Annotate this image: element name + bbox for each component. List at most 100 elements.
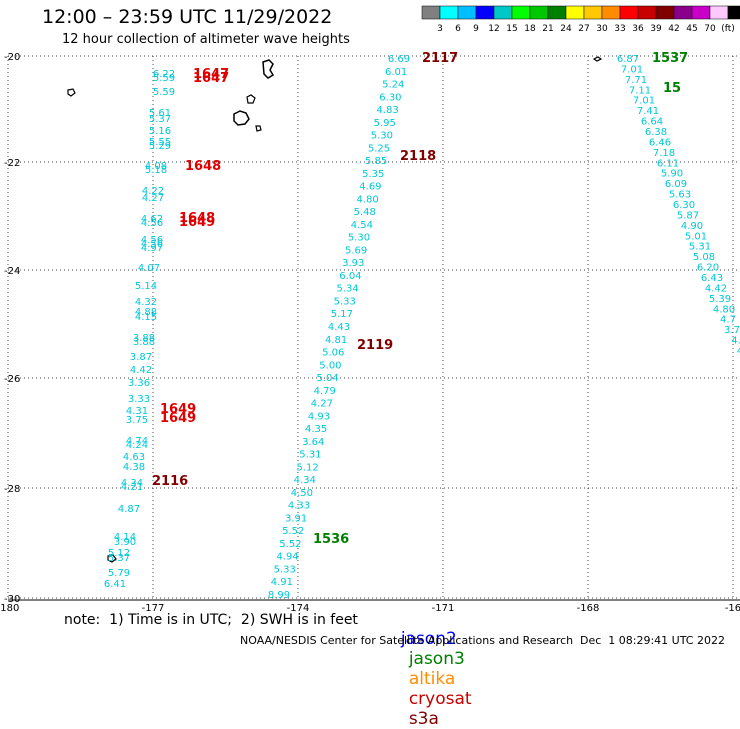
wave-height-value: 5.04 <box>316 373 338 384</box>
legend-label: 30 <box>596 24 608 34</box>
wave-height-value: 4.7 <box>720 315 736 326</box>
lon-tick-label: -180 <box>0 603 19 614</box>
wave-height-value: 5.37 <box>149 114 171 125</box>
wave-height-value: 4.63 <box>123 452 145 463</box>
legend-label: 70 <box>704 24 716 34</box>
pass-time-label: 15 <box>663 81 681 96</box>
wave-height-value: 6.46 <box>649 137 671 148</box>
island-outline <box>262 59 275 79</box>
wave-height-value: 4.31 <box>126 406 148 417</box>
wave-height-value: 4.83 <box>376 105 398 116</box>
lat-tick-label: -22 <box>4 158 20 169</box>
wave-height-value: 6.87 <box>617 54 639 65</box>
lon-tick-label: -168 <box>577 603 600 614</box>
map-title: 12:00 – 23:59 UTC 11/29/2022 <box>42 6 333 28</box>
wave-height-value: 5.87 <box>677 210 699 221</box>
wave-height-value: 5.63 <box>669 190 691 201</box>
lon-tick-label: -174 <box>287 603 310 614</box>
legend-label: 15 <box>506 24 517 34</box>
track-1536-1537: 6.877.017.717.117.017.416.646.386.467.18… <box>617 54 740 357</box>
island-outline <box>255 125 262 132</box>
wave-height-value: 4.56 <box>141 239 163 250</box>
satellite-legend: jason2 jason3 altika cryosat s3a <box>390 609 472 729</box>
wave-height-value: 4.43 <box>328 322 350 333</box>
wave-height-value: 4. <box>731 336 740 347</box>
wave-height-value: 5.37 <box>108 553 130 564</box>
legend-swatch <box>529 5 549 20</box>
pass-time-label: 1537 <box>652 51 688 66</box>
wave-height-value: 3.93 <box>342 258 364 269</box>
pass-time-label: 2118 <box>400 149 436 164</box>
legend-label: 42 <box>668 24 679 34</box>
wave-height-value: 5.52 <box>282 526 304 537</box>
wave-height-value: 5.30 <box>348 233 370 244</box>
wave-height-value: 6.64 <box>641 117 663 128</box>
wave-height-value: 4.91 <box>271 577 293 588</box>
wave-height-value: 4.35 <box>305 424 327 435</box>
lat-tick-label: -24 <box>4 266 20 277</box>
wave-height-value: 4.62 <box>141 214 163 225</box>
color-legend: 3 6 9 12 15 18 21 24 27 30 33 36 39 42 45 70 (ft) <box>421 5 740 34</box>
legend-label: 36 <box>632 24 644 34</box>
wave-height-value: 4.87 <box>118 504 140 515</box>
legend-swatch <box>727 5 740 20</box>
wave-height-value: 4.79 <box>314 386 336 397</box>
wave-height-value: 7.11 <box>629 85 651 96</box>
wave-height-value: 5.52 <box>279 539 301 550</box>
wave-height-value: 7.18 <box>653 148 675 159</box>
footer-note: note: 1) Time is in UTC; 2) SWH is in fe… <box>64 612 358 628</box>
wave-height-value: 4.80 <box>713 304 735 315</box>
wave-height-value: 5.12 <box>296 462 318 473</box>
wave-height-value: 6.30 <box>379 92 401 103</box>
wave-height-value: 4.88 <box>135 307 157 318</box>
island-outline <box>67 88 76 97</box>
wave-height-value: 4.56 <box>141 235 163 246</box>
wave-height-value: 5.48 <box>354 207 376 218</box>
legend-swatch <box>637 5 657 20</box>
island-outline <box>246 94 256 104</box>
pass-time-label: 2119 <box>357 338 393 353</box>
lat-tick-label: -26 <box>4 374 20 385</box>
wave-height-value: 3.64 <box>302 437 324 448</box>
wave-height-value: 6.20 <box>697 263 719 274</box>
sat-altika: altika <box>408 669 456 689</box>
wave-height-value: 4.56 <box>141 218 163 229</box>
legend-label: 45 <box>686 24 697 34</box>
wave-height-value: 6.38 <box>645 127 667 138</box>
wave-height-value: 5.85 <box>365 156 387 167</box>
wave-height-value: 4.24 <box>126 440 148 451</box>
track-2116-2119: 6.696.015.246.304.835.955.305.255.855.35… <box>268 54 410 601</box>
wave-height-value: 6.69 <box>388 54 410 65</box>
wave-height-value: 4 <box>737 346 740 357</box>
pass-time-label: 1648 <box>185 159 221 174</box>
pass-time-label: 1648 <box>179 211 215 226</box>
wave-height-value: 5.33 <box>334 296 356 307</box>
sat-jason3: jason3 <box>408 649 465 669</box>
legend-swatch <box>547 5 567 20</box>
wave-height-value: 4.27 <box>311 399 333 410</box>
wave-height-value: 4.90 <box>681 221 703 232</box>
pass-time-label: 1647 <box>193 67 229 82</box>
wave-height-value: 5.35 <box>362 169 384 180</box>
wave-height-value: 5.79 <box>108 568 130 579</box>
wave-height-value: 5.34 <box>336 284 358 295</box>
wave-height-value: 7.41 <box>637 106 659 117</box>
wave-height-value: 6.43 <box>701 273 723 284</box>
wave-height-value: 7.01 <box>633 96 655 107</box>
wave-height-value: 5.95 <box>374 118 396 129</box>
wave-height-value: 4.80 <box>356 194 378 205</box>
wave-height-value: 6.11 <box>657 158 679 169</box>
legend-swatch <box>475 5 495 20</box>
legend-swatch <box>709 5 729 20</box>
legend-swatch <box>439 5 459 20</box>
wave-height-value: 5.12 <box>108 548 130 559</box>
wave-height-value: 4.08 <box>145 161 167 172</box>
generated-date: Dec 1 08:29:41 UTC 2022 <box>580 634 725 647</box>
legend-label: 12 <box>488 24 499 34</box>
legend-swatch <box>421 5 441 20</box>
wave-height-value: 5.01 <box>685 231 707 242</box>
wave-height-value: 3.33 <box>128 394 150 405</box>
legend-swatch <box>691 5 711 20</box>
wave-height-tracks: 6.225.595.595.615.375.165.555.294.085.18… <box>104 54 740 601</box>
